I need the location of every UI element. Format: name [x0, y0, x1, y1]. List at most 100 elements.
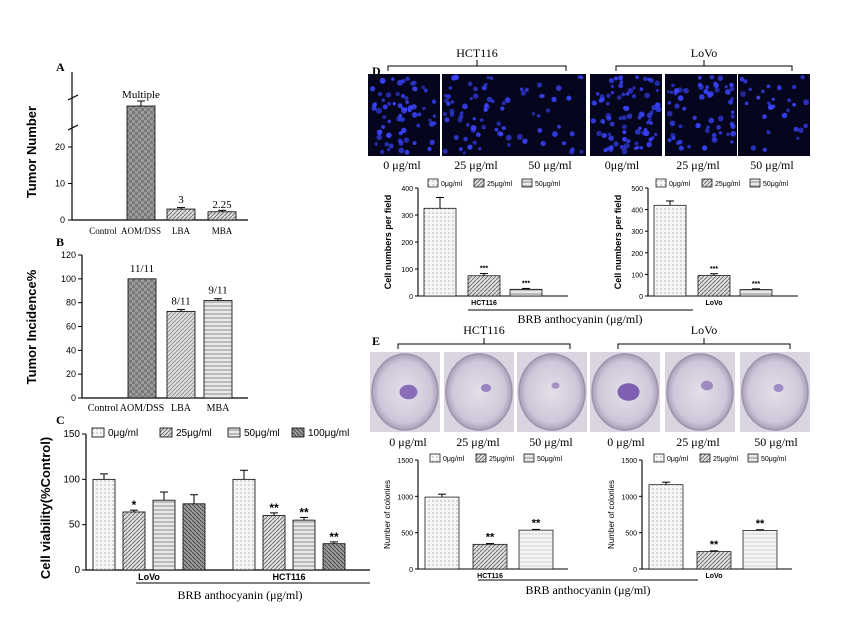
legend-swatch [427, 178, 439, 188]
nucleus-dot [711, 132, 717, 138]
nucleus-dot [709, 74, 715, 80]
image-background [738, 74, 810, 156]
legend-label: 0μg/ml [443, 456, 465, 463]
axis-break-mark [67, 124, 79, 131]
nucleus-dot [707, 90, 714, 97]
nucleus-dot [803, 99, 809, 106]
nucleus-dot [599, 94, 605, 100]
nucleus-dot [376, 107, 382, 114]
nucleus-dot [432, 114, 436, 118]
image-label: 0μg/ml [605, 158, 640, 172]
nucleus-dot [623, 105, 628, 111]
nucleus-dot [386, 148, 391, 152]
image-label: 0 μg/ml [607, 435, 645, 449]
legend-swatch [475, 453, 487, 463]
nucleus-dot [712, 137, 716, 141]
nucleus-dot [669, 120, 676, 127]
legend-swatch [523, 453, 535, 463]
nucleus-dot [386, 132, 392, 139]
nucleus-dot [382, 115, 387, 120]
nucleus-dot [692, 115, 697, 120]
nucleus-dot [620, 145, 626, 151]
legend-swatch [473, 178, 485, 188]
panel-b: B Tumor Incidence% 0 20 40 60 80 100 120 Contr… [24, 235, 248, 414]
nucleus-dot [566, 95, 572, 101]
legend-label: 0μg/ml [441, 181, 463, 188]
nucleus-dot [682, 106, 687, 111]
bar-mba [203, 300, 233, 399]
nucleus-dot [397, 103, 403, 109]
legend-label: 50μg/ml [537, 456, 562, 463]
nucleus-dot [608, 135, 614, 141]
bracket-hct116 [387, 60, 567, 71]
nucleus-dot [384, 141, 390, 147]
y-tick-label: 1000 [397, 494, 413, 501]
nucleus-dot [649, 121, 653, 125]
nucleus-dot [557, 124, 561, 129]
nucleus-dot [717, 75, 724, 81]
nucleus-dot [501, 125, 506, 131]
significance-stars: ** [710, 539, 719, 551]
colony-plate-image [665, 352, 735, 432]
legend-swatch [91, 427, 105, 438]
nucleus-dot [481, 124, 486, 130]
nucleus-dot [792, 102, 796, 107]
nucleus-dot [698, 94, 705, 100]
nucleus-dot [457, 117, 463, 123]
nucleus-dot [462, 103, 468, 110]
nucleus-dot [618, 116, 623, 121]
nucleus-dot [777, 84, 782, 90]
image-label: 25 μg/ml [454, 158, 498, 172]
nucleus-dot [697, 82, 703, 88]
x-tick-label: LBA [172, 226, 191, 236]
x-tick-label: LoVo [138, 572, 160, 582]
nucleus-dot [701, 145, 708, 151]
nucleus-dot [730, 124, 736, 129]
legend-label: 50μg/ml [763, 181, 788, 188]
nucleus-dot [703, 88, 709, 95]
nucleus-dot [669, 90, 674, 95]
nucleus-dot [655, 106, 662, 113]
nucleus-dot [467, 81, 473, 87]
nucleus-dot [479, 118, 484, 122]
y-tick-label: 10 [55, 179, 65, 189]
nucleus-dot [516, 133, 523, 140]
nucleus-dot [422, 106, 426, 111]
nucleus-dot [395, 91, 400, 97]
y-tick-label: 50 [69, 520, 81, 531]
legend-swatch [747, 453, 759, 463]
nucleus-dot [717, 115, 724, 122]
legend-label: 50μg/ml [761, 456, 786, 463]
nucleus-dot [744, 101, 749, 106]
bar-aom-dss [127, 278, 157, 399]
nucleus-dot [678, 145, 684, 151]
nucleus-dot [740, 91, 746, 97]
nucleus-dot [489, 76, 494, 80]
nucleus-dot [762, 114, 767, 120]
y-tick-label: 100 [61, 274, 76, 284]
nucleus-dot [478, 146, 482, 151]
bar-hct116-1 [467, 275, 501, 297]
y-tick-label: 1000 [621, 494, 637, 501]
bar-hct116-1 [472, 543, 508, 570]
nucleus-dot [608, 77, 615, 84]
significance-stars: ** [532, 517, 541, 529]
panel-c-ylabel: Cell viability(%Control) [38, 437, 53, 579]
nucleus-dot [451, 75, 457, 81]
nucleus-dot [522, 138, 528, 144]
bar-aom-dss [126, 105, 156, 221]
nucleus-dot [561, 141, 567, 146]
nucleus-dot [786, 108, 791, 113]
nucleus-dot [524, 87, 529, 92]
y-axis-label: Number of colonies [607, 480, 616, 549]
nucleus-dot [519, 87, 524, 92]
nucleus-dot [644, 92, 651, 99]
nucleus-dot [618, 83, 624, 89]
x-tick-label: HCT116 [477, 573, 503, 580]
nucleus-dot [654, 80, 660, 87]
nucleus-dot [569, 131, 575, 137]
x-tick-label: LBA [171, 403, 192, 414]
data-label: 3 [178, 194, 184, 206]
significance-stars: *** [752, 281, 760, 288]
y-tick-label: 0 [71, 393, 76, 403]
